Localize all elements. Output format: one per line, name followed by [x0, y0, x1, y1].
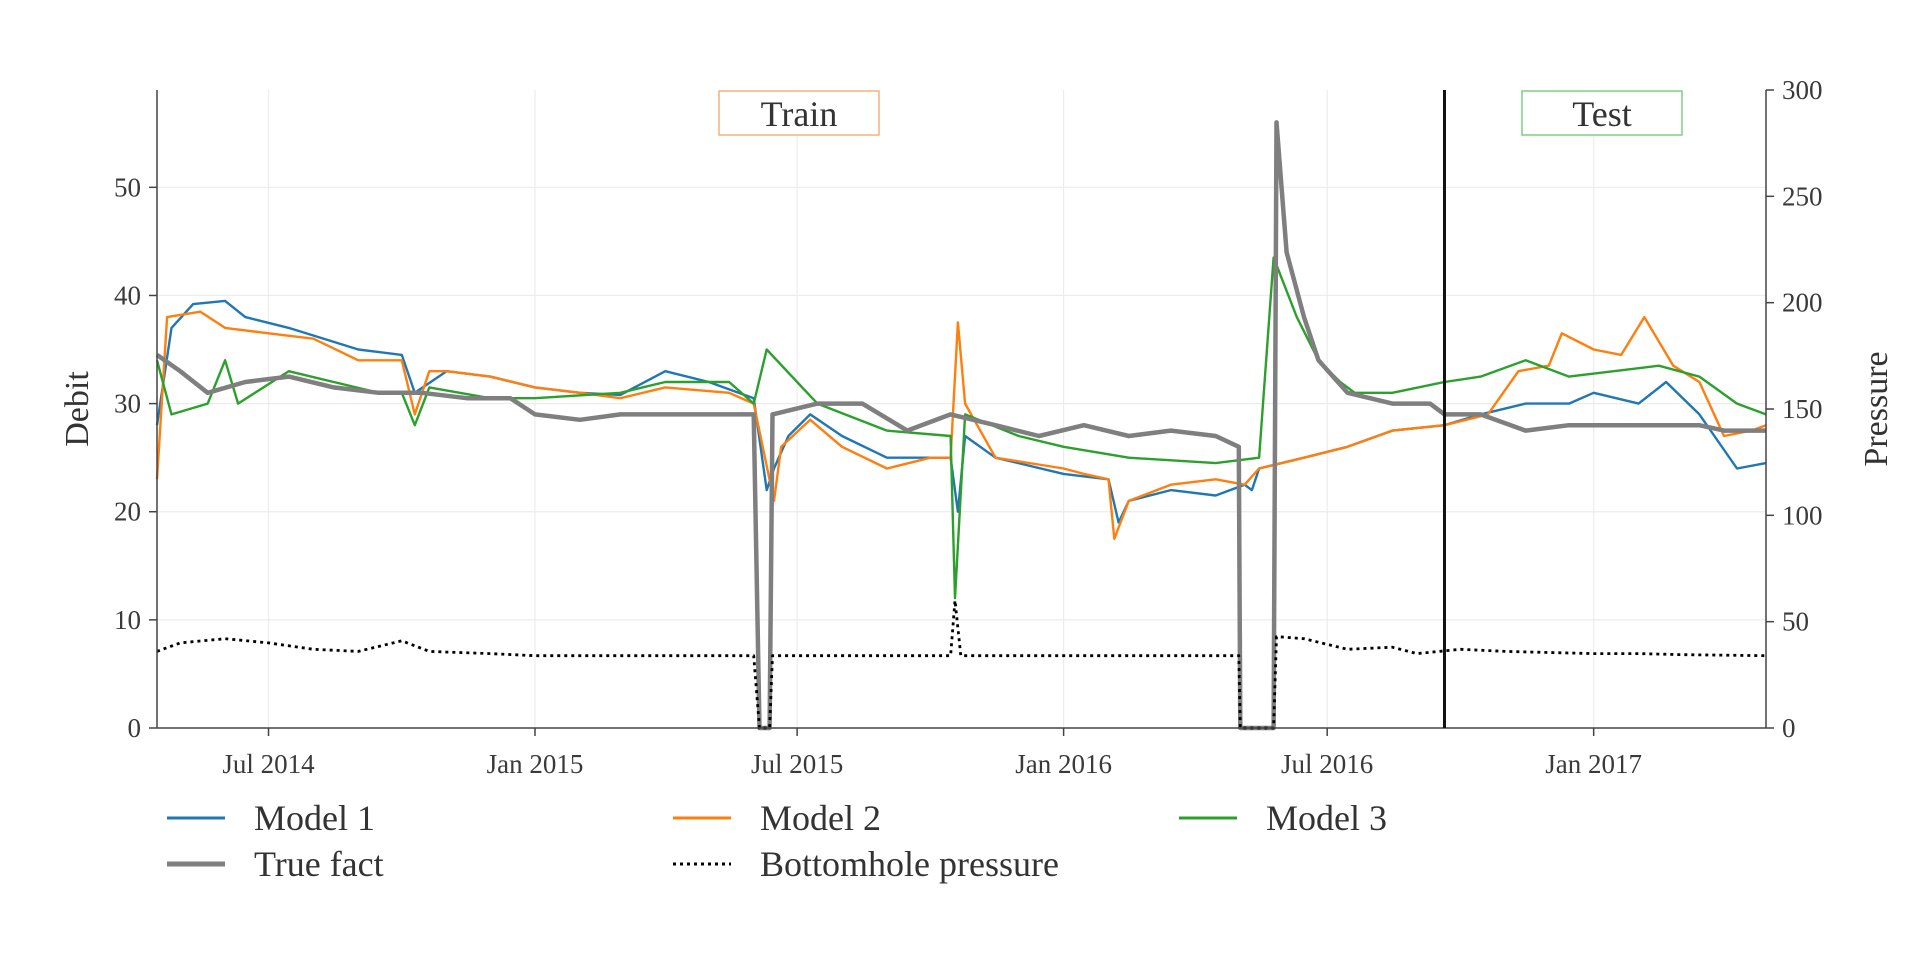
series-line-true-fact — [155, 120, 1766, 731]
y2-tick-label: 150 — [1782, 394, 1823, 424]
x-tick-label: Jan 2016 — [1015, 749, 1112, 779]
x-tick-label: Jul 2014 — [222, 749, 315, 779]
region-label-train: Train — [761, 94, 838, 134]
region-box-train — [718, 90, 880, 136]
y2-tick-label: 300 — [1782, 75, 1823, 105]
y-tick-label: 20 — [114, 497, 141, 527]
region-box-test — [1521, 90, 1683, 136]
y-tick-label: 40 — [114, 280, 141, 310]
y-tick-label: 10 — [114, 605, 141, 635]
y2-tick-label: 250 — [1782, 181, 1823, 211]
legend-label-model-1: Model 1 — [254, 798, 375, 838]
region-label-test: Test — [1572, 94, 1631, 134]
x-tick-label: Jan 2017 — [1545, 749, 1642, 779]
legend-label-model-3: Model 3 — [1266, 798, 1387, 838]
y2-tick-label: 0 — [1782, 713, 1796, 743]
x-tick-label: Jul 2016 — [1281, 749, 1373, 779]
y-tick-label: 50 — [114, 172, 141, 202]
grid-layer — [157, 90, 1766, 729]
y2-axis-title: Pressure — [1858, 351, 1895, 466]
legend-label-bottomhole-pressure: Bottomhole pressure — [760, 844, 1059, 884]
y-axis-title: Debit — [59, 371, 96, 447]
y-tick-label: 30 — [114, 389, 141, 419]
y-tick-label: 0 — [128, 713, 142, 743]
y2-tick-label: 50 — [1782, 607, 1809, 637]
series-layer — [155, 120, 1767, 731]
legend-layer: Model 1 Model 2 Model 3 True fact Bottomhole… — [167, 798, 1387, 884]
labels-layer: 0 10 20 30 40 50 0 50 100 150 200 250 300 Jul 2014 Jan… — [59, 75, 1895, 779]
x-tick-label: Jul 2015 — [751, 749, 843, 779]
series-line-bottomhole-pressure — [156, 599, 1767, 730]
axes-layer — [149, 89, 1774, 736]
y2-tick-label: 100 — [1782, 500, 1823, 530]
y2-tick-label: 200 — [1782, 288, 1823, 318]
x-tick-label: Jan 2015 — [487, 749, 584, 779]
series-line-model-2 — [155, 310, 1767, 540]
legend-label-true-fact: True fact — [254, 844, 384, 884]
legend-label-model-2: Model 2 — [760, 798, 881, 838]
